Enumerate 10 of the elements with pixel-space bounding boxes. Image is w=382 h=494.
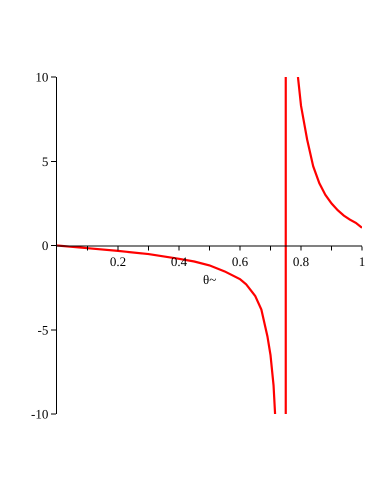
y-tick-label: 10	[35, 70, 48, 85]
y-tick-label: 5	[42, 154, 48, 169]
x-axis-title: θ~	[203, 272, 216, 287]
x-tick-label: 0.2	[110, 254, 126, 270]
y-tick-label: -10	[31, 406, 48, 422]
x-tick-label: 1	[358, 254, 366, 270]
y-tick-label: -5	[38, 322, 48, 338]
y-tick-label: 0	[42, 238, 48, 254]
x-tick-label: 0.8	[292, 254, 310, 270]
x-tick-label: 0.6	[232, 254, 249, 270]
